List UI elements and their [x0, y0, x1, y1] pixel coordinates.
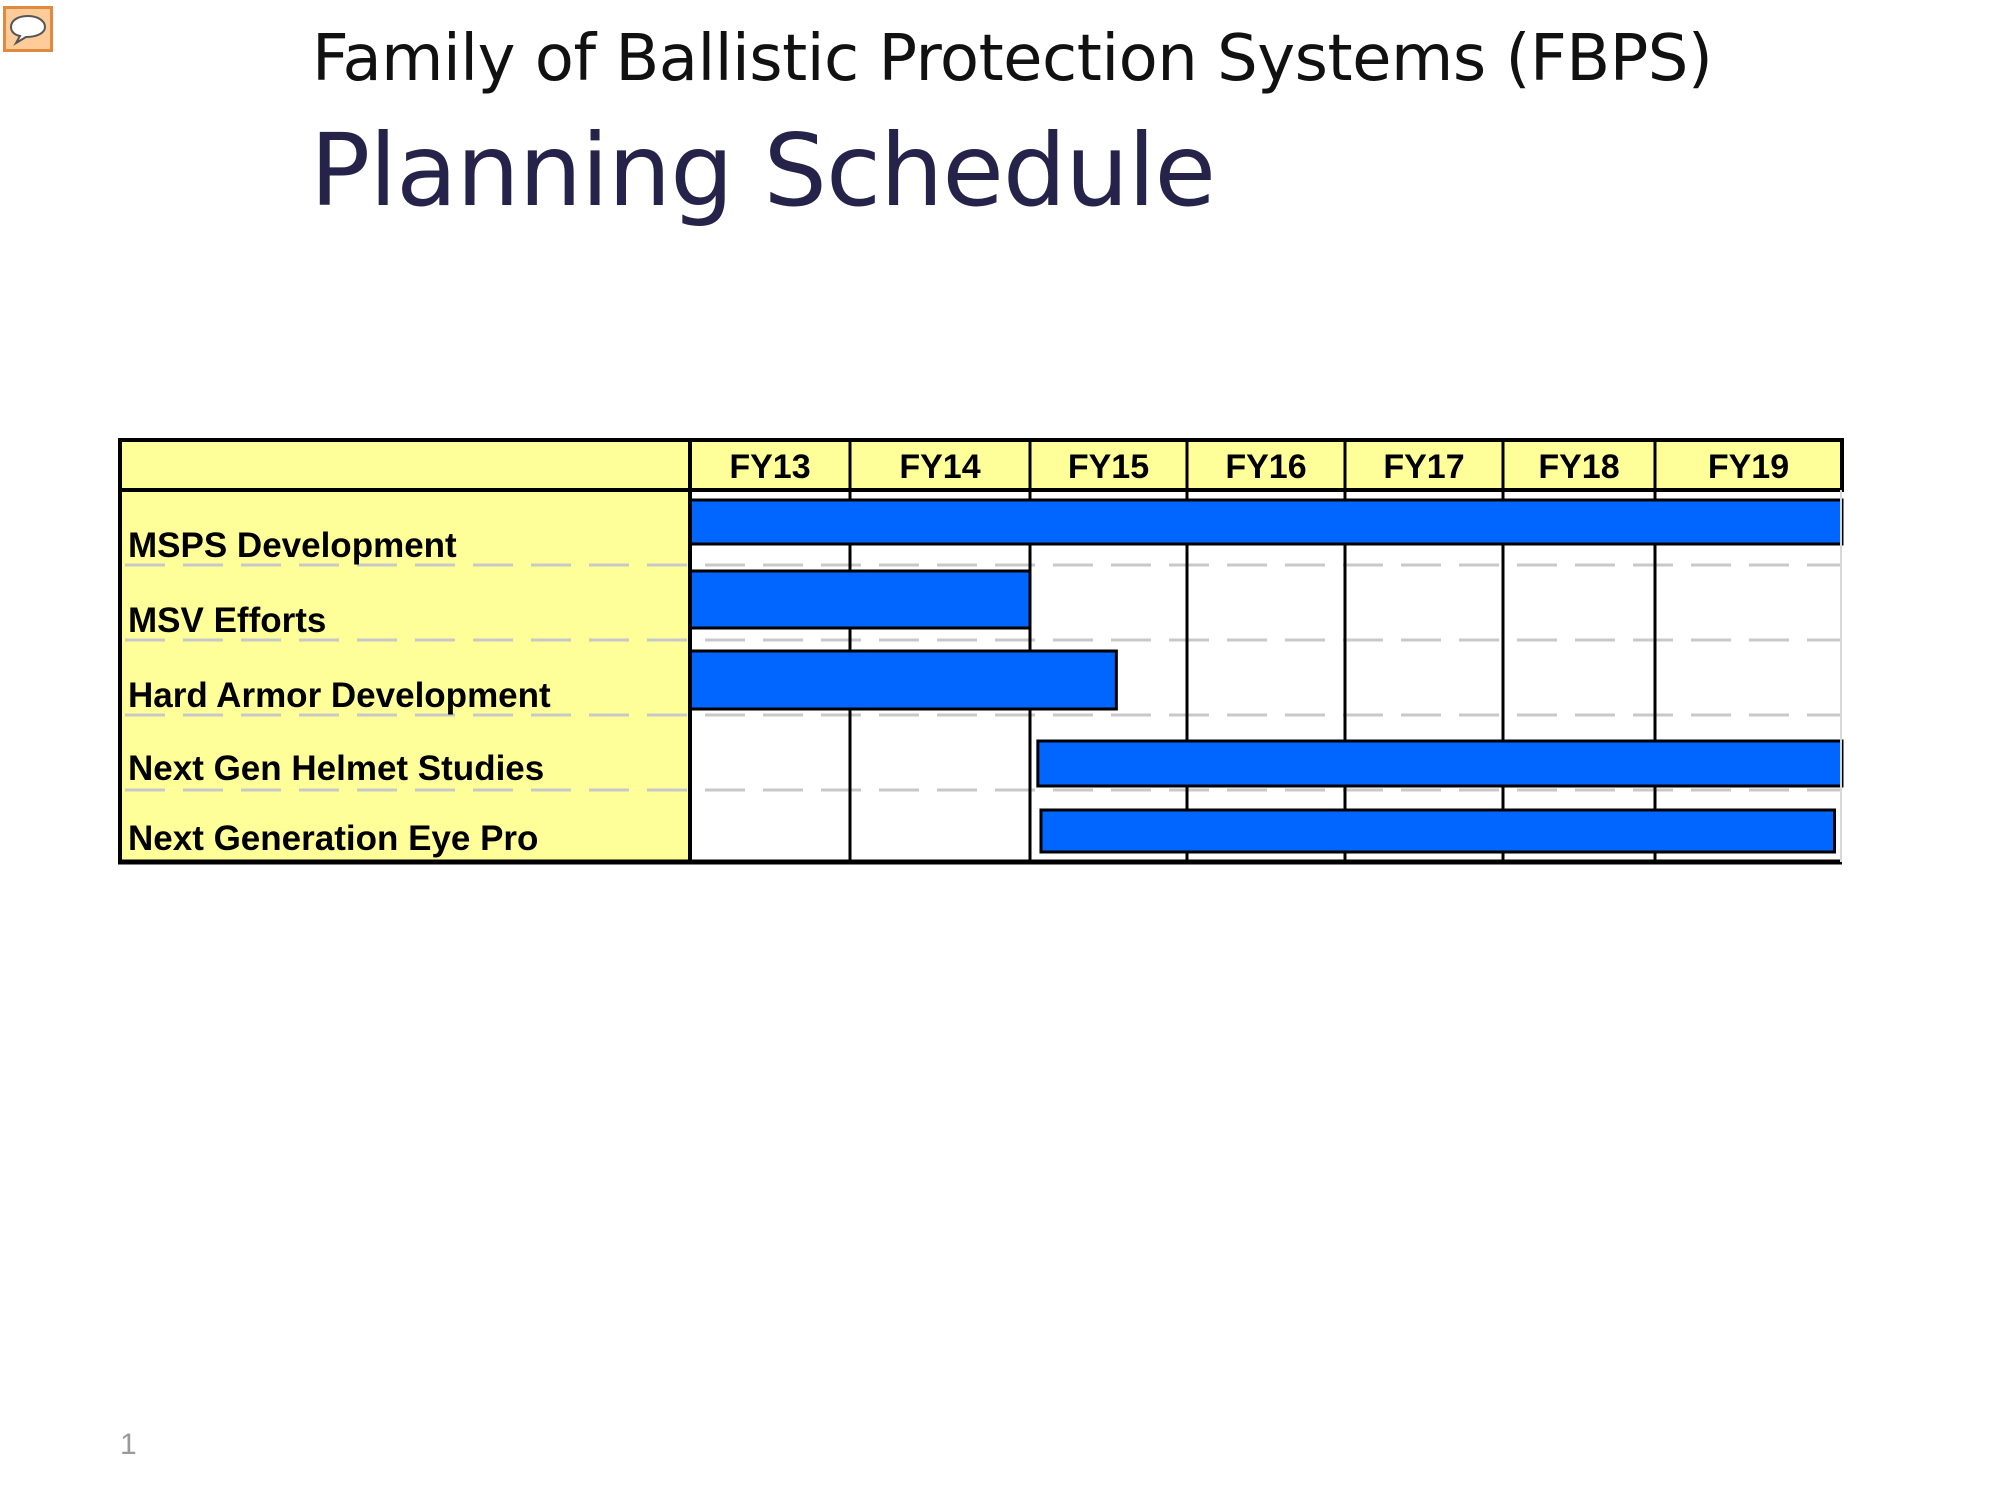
year-label: FY14 — [899, 448, 980, 486]
year-label: FY13 — [729, 448, 810, 486]
header-frame — [118, 438, 1844, 492]
slide-title: Family of Ballistic Protection Systems (… — [312, 22, 1713, 96]
speech-bubble-icon[interactable] — [3, 6, 53, 52]
header-band — [120, 440, 1842, 490]
year-label: FY18 — [1538, 448, 1619, 486]
page-number: 1 — [120, 1428, 137, 1461]
year-label: FY19 — [1708, 448, 1789, 486]
gantt-bar — [1039, 808, 1837, 854]
gantt-bar — [688, 498, 1844, 546]
label-column — [120, 490, 690, 862]
task-label: MSV Efforts — [128, 601, 326, 640]
task-label: Hard Armor Development — [128, 676, 551, 715]
gantt-bar — [688, 649, 1118, 711]
task-label: MSPS Development — [128, 526, 457, 565]
gantt-bar — [688, 569, 1032, 630]
task-label: Next Generation Eye Pro — [128, 819, 538, 858]
year-label: FY16 — [1225, 448, 1306, 486]
year-label: FY17 — [1383, 448, 1464, 486]
task-label: Next Gen Helmet Studies — [128, 749, 544, 788]
gantt-bar — [1036, 739, 1844, 788]
slide-subtitle: Planning Schedule — [310, 112, 1216, 229]
year-label: FY15 — [1068, 448, 1149, 486]
